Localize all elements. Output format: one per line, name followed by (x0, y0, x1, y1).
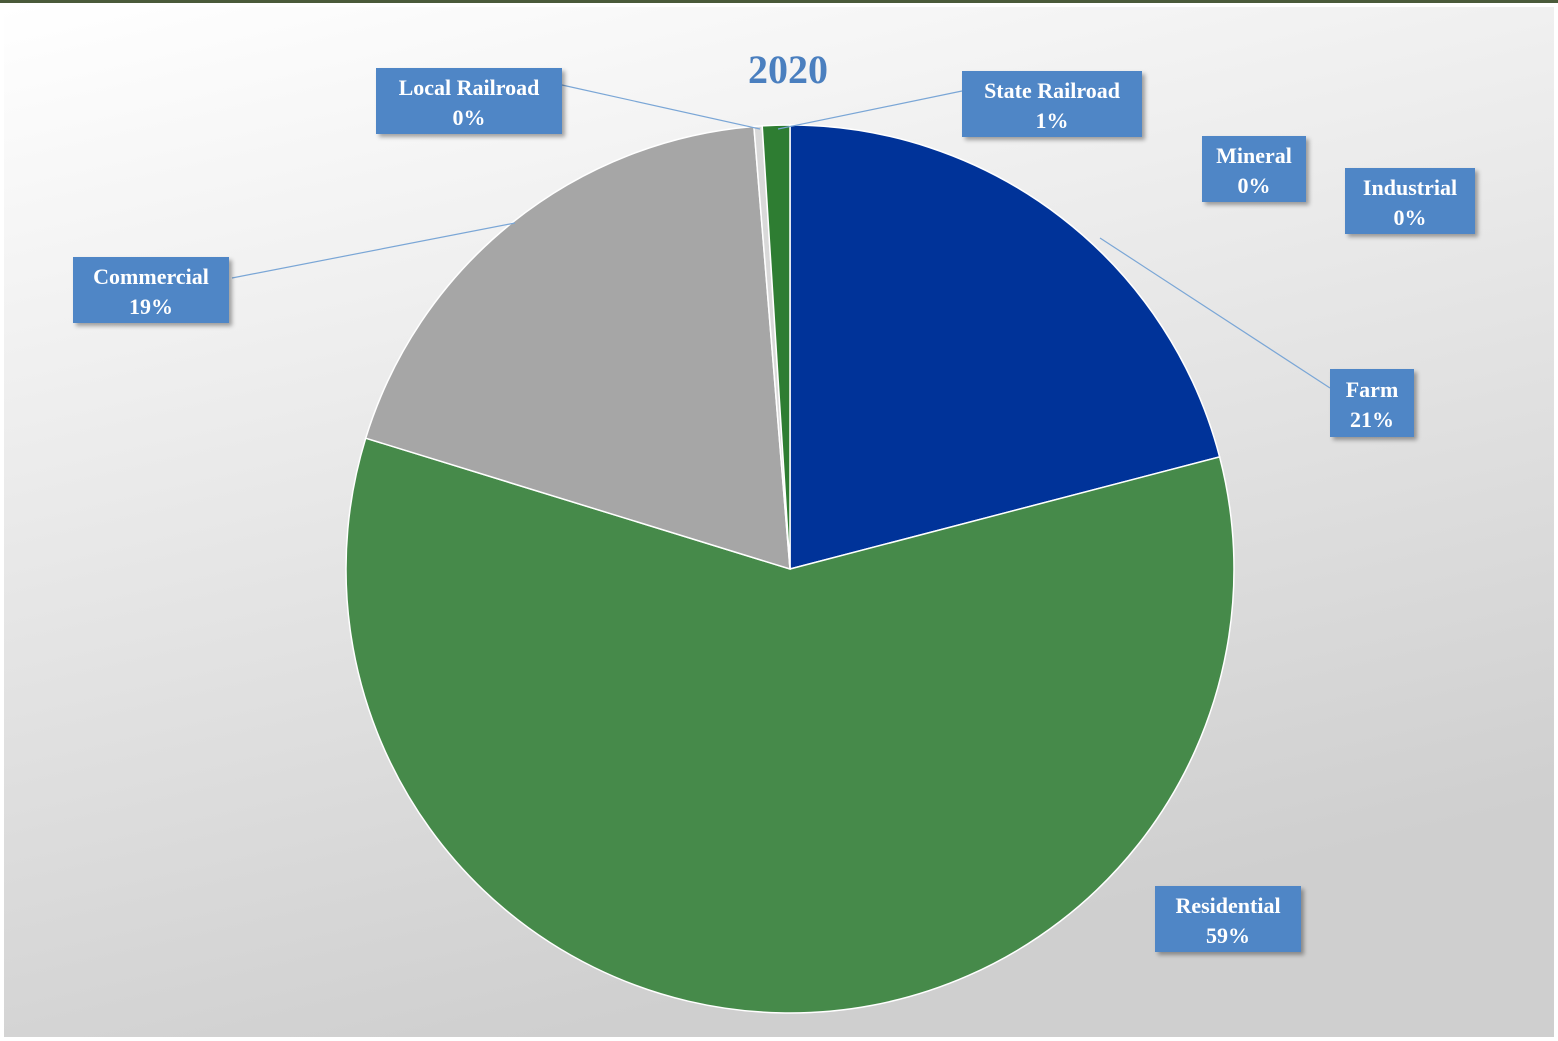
data-label-industrial: Industrial 0% (1345, 168, 1475, 234)
leader-line-state-railroad (777, 90, 963, 130)
data-label-name: Mineral (1216, 143, 1292, 168)
data-label-box (1202, 136, 1306, 202)
data-label-box (1155, 886, 1301, 952)
data-label-state-railroad: State Railroad 1% (962, 71, 1142, 137)
data-label-mineral: Mineral 0% (1202, 136, 1306, 202)
leader-line-farm (1099, 237, 1331, 389)
pie-chart: 2020 Farm 21% Mineral 0% Industrial 0% Residen… (4, 7, 1554, 1037)
pie-slice-state-railroad (761, 124, 791, 570)
data-label-local-railroad: Local Railroad 0% (376, 68, 562, 134)
data-label-percent: 0% (1238, 173, 1271, 198)
leader-line-commercial (231, 222, 516, 279)
leaders-layer (231, 84, 1331, 389)
pie-slice-commercial (364, 125, 791, 571)
data-label-name: Residential (1175, 893, 1280, 918)
data-label-farm: Farm 21% (1330, 369, 1414, 437)
data-label-percent: 0% (1394, 205, 1427, 230)
data-label-name: State Railroad (984, 78, 1120, 103)
data-label-percent: 0% (453, 105, 486, 130)
slices-layer (345, 124, 1235, 1014)
data-label-box (376, 68, 562, 134)
data-label-percent: 19% (129, 294, 173, 319)
data-label-name: Commercial (93, 264, 209, 289)
data-label-residential: Residential 59% (1155, 886, 1301, 952)
data-label-box (1345, 168, 1475, 234)
data-label-percent: 21% (1350, 407, 1394, 432)
chart-title: 2020 (748, 47, 828, 92)
pie-slice-residential (345, 437, 1235, 1014)
data-label-box (962, 71, 1142, 137)
data-label-name: Industrial (1363, 175, 1457, 200)
data-label-name: Farm (1346, 377, 1399, 402)
data-label-commercial: Commercial 19% (73, 257, 229, 323)
leader-line-local-railroad (561, 84, 761, 130)
data-label-box (1330, 369, 1414, 437)
pie-slice-farm (789, 124, 1221, 570)
data-label-box (73, 257, 229, 323)
labels-layer: Farm 21% Mineral 0% Industrial 0% Residential 5… (73, 68, 1475, 952)
data-label-percent: 59% (1206, 923, 1250, 948)
data-label-percent: 1% (1036, 108, 1069, 133)
data-label-name: Local Railroad (399, 75, 540, 100)
